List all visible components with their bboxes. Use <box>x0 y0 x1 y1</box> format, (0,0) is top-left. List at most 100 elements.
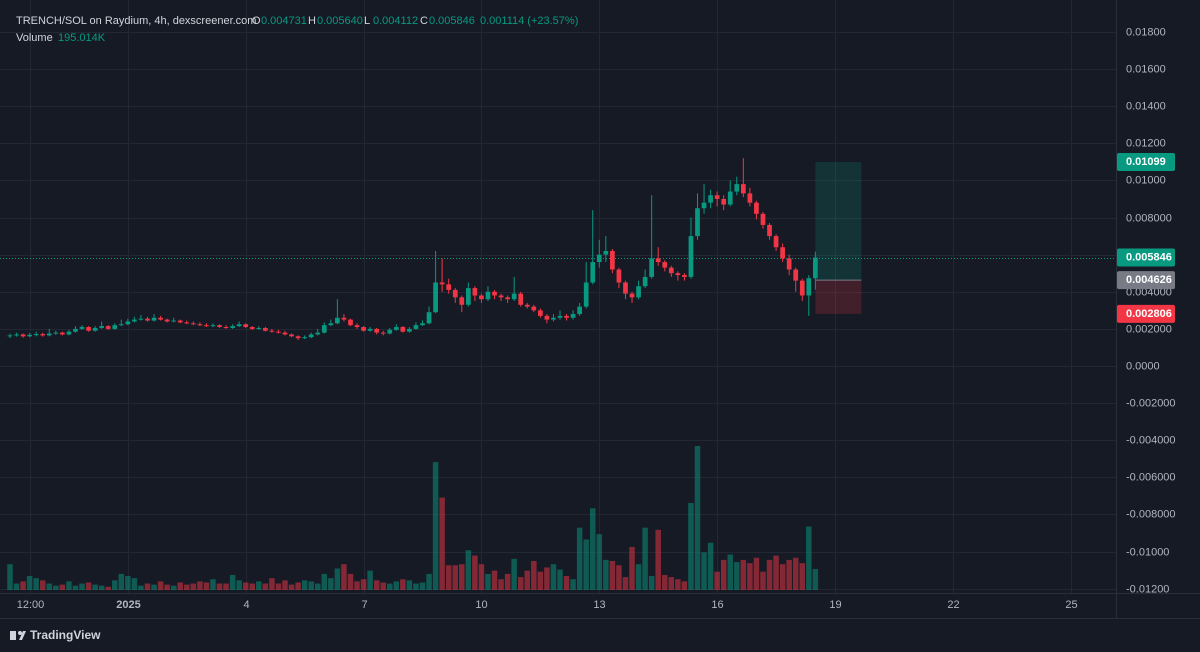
volume-bar <box>609 560 616 590</box>
volume-bar <box>282 580 288 590</box>
candle-body <box>511 293 517 300</box>
y-tick-label: 0.004000 <box>1126 286 1172 298</box>
candle-body <box>197 324 203 326</box>
ohlc-letter: C <box>420 15 428 27</box>
volume-bar <box>773 555 779 590</box>
candle-body <box>407 328 412 332</box>
candle-body <box>243 324 249 328</box>
volume-bar <box>321 573 328 590</box>
candle-body <box>289 334 294 337</box>
candle-body <box>603 250 609 255</box>
candle-body <box>33 334 39 336</box>
volume-bar <box>779 564 786 590</box>
volume-bar <box>792 557 799 590</box>
volume-pane <box>7 446 819 590</box>
candle-body <box>99 326 105 328</box>
candle-body <box>675 273 681 276</box>
y-tick-label: 0.0000 <box>1126 360 1160 372</box>
volume-bar <box>478 564 485 590</box>
y-tick-label: 0.008000 <box>1126 212 1172 224</box>
x-tick-label: 2025 <box>116 599 140 611</box>
candle-body <box>321 325 327 333</box>
volume-bar <box>229 574 236 590</box>
position-tool[interactable] <box>0 162 1116 314</box>
target-zone <box>815 162 862 281</box>
volume-bar <box>79 583 85 590</box>
candle-body <box>688 236 694 277</box>
candle-body <box>446 284 452 290</box>
volume-bar <box>118 573 125 590</box>
volume-bar <box>26 576 33 590</box>
volume-bar <box>249 583 256 590</box>
volume-bar <box>465 550 472 590</box>
candle-body <box>158 317 163 320</box>
volume-bar <box>537 571 544 590</box>
candle-body <box>380 332 386 334</box>
candle-body <box>171 320 177 322</box>
volume-bar <box>589 508 596 590</box>
x-tick-label: 10 <box>475 599 487 611</box>
price-badge <box>1117 248 1175 267</box>
volume-bar <box>550 564 557 590</box>
candle-body <box>367 328 373 331</box>
volume-bar <box>681 581 688 590</box>
volume-bar <box>367 570 373 590</box>
volume-bar <box>688 502 694 590</box>
candle-body <box>786 258 792 270</box>
y-tick-label: 0.002000 <box>1126 323 1172 335</box>
candle-body <box>230 326 235 328</box>
volume-bar <box>439 497 445 590</box>
candle-body <box>354 325 360 328</box>
x-tick-label: 13 <box>593 599 605 611</box>
volume-bar <box>472 555 478 590</box>
volume-bar <box>380 582 386 590</box>
candle-body <box>190 323 196 325</box>
volume-bar <box>432 462 439 590</box>
volume-bar <box>806 526 812 590</box>
candle-body <box>426 312 432 324</box>
y-tick-label: 0.01600 <box>1126 63 1166 75</box>
candle-body <box>570 314 576 318</box>
candle-body <box>413 325 419 329</box>
price-badge <box>1117 271 1175 290</box>
x-tick-label: 22 <box>947 599 959 611</box>
volume-bar <box>629 547 635 590</box>
candle-body <box>439 282 445 285</box>
volume-bar <box>20 581 26 590</box>
price-badge-label: 0.002806 <box>1126 308 1172 320</box>
candle-body <box>754 202 759 214</box>
volume-bar <box>334 568 341 590</box>
candle-body <box>151 317 157 321</box>
candle-body <box>210 325 216 327</box>
candle-body <box>118 324 124 326</box>
candle-body <box>655 258 661 263</box>
volume-bar <box>747 563 753 590</box>
price-badge-label: 0.005846 <box>1126 251 1172 263</box>
candle-body <box>806 278 812 296</box>
volume-bar <box>504 573 511 590</box>
ohlc-letter: O <box>252 15 261 27</box>
volume-bar <box>360 579 367 590</box>
price-badge-label: 0.004626 <box>1126 274 1172 286</box>
volume-bar <box>766 559 773 590</box>
volume-bar <box>256 581 262 590</box>
candle-body <box>73 328 78 332</box>
volume-bar <box>39 580 46 590</box>
candle-body <box>564 315 569 318</box>
y-tick-label: -0.004000 <box>1126 434 1176 446</box>
candle-body <box>747 193 753 203</box>
y-tick-label: -0.008000 <box>1126 508 1176 520</box>
volume-bar <box>354 581 360 590</box>
y-tick-label: -0.002000 <box>1126 397 1176 409</box>
volume-bar <box>701 552 707 590</box>
candle-body <box>793 269 799 281</box>
brand: TradingView <box>30 628 101 642</box>
axes: 0.01800 0.01600 0.01400 0.01200 0.01000 0.008… <box>17 26 1176 611</box>
candle-body <box>767 224 772 237</box>
candle-body <box>125 321 131 325</box>
candle-body <box>682 275 687 277</box>
y-tick-label: 0.01200 <box>1126 137 1166 149</box>
volume-bar <box>544 567 550 590</box>
candle-body <box>276 331 281 333</box>
